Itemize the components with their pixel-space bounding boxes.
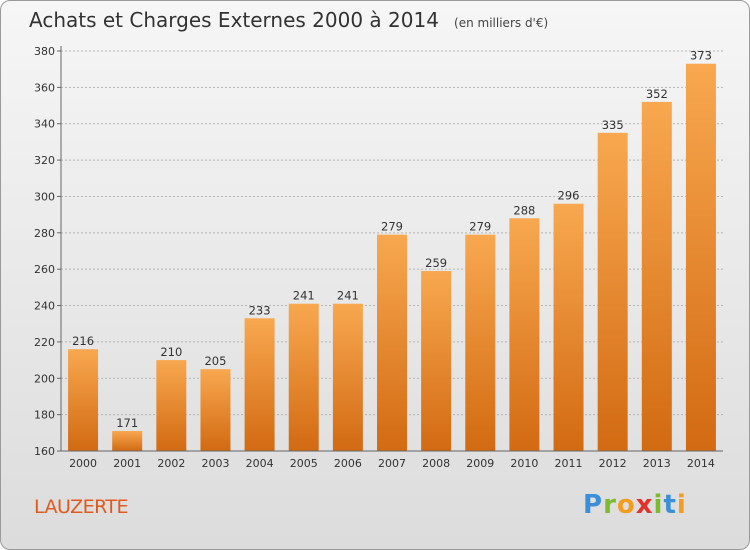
chart-title-text: Achats et Charges Externes 2000 à 2014 [29, 8, 439, 32]
value-label: 205 [204, 354, 226, 368]
logo-letter: i [653, 490, 664, 520]
x-tick-label: 2011 [555, 457, 583, 470]
value-label: 279 [381, 220, 403, 234]
value-label: 279 [469, 220, 491, 234]
y-tick-label: 180 [34, 409, 55, 422]
y-tick-labels: 160 180 200 220 240 260 280 300 320 340 360 380 [34, 45, 55, 458]
x-tick-label: 2004 [246, 457, 274, 470]
bar-2005 [288, 303, 319, 451]
value-label: 373 [690, 49, 712, 63]
x-tick-label: 2013 [643, 457, 671, 470]
value-label: 216 [72, 334, 94, 348]
bars [68, 63, 716, 452]
value-label: 352 [646, 87, 668, 101]
bar-2000 [68, 349, 99, 451]
x-tick-label: 2009 [466, 457, 494, 470]
bar-2008 [421, 271, 452, 451]
y-tick-label: 360 [34, 81, 55, 94]
logo-letter: r [603, 490, 617, 520]
bar-2006 [332, 303, 363, 451]
y-tick-label: 340 [34, 118, 55, 131]
value-label: 259 [425, 256, 447, 270]
axes [60, 46, 723, 452]
x-tick-labels: 2000 2001 2002 2003 2004 2005 2006 2007 2008 2009… [69, 457, 715, 470]
x-tick-label: 2005 [290, 457, 318, 470]
value-label: 296 [558, 189, 580, 203]
bar-2009 [465, 234, 496, 451]
chart-title: Achats et Charges Externes 2000 à 2014 (… [29, 8, 548, 32]
logo-letter: o [616, 490, 636, 520]
x-tick-label: 2003 [201, 457, 229, 470]
proxiti-logo: Proxiti [583, 490, 687, 520]
chart-unit: (en milliers d'€) [454, 16, 549, 30]
value-label: 171 [116, 416, 138, 430]
logo-letter: P [583, 490, 604, 520]
logo-letter: x [635, 490, 654, 520]
logo-letter: t [663, 490, 677, 520]
x-tick-label: 2010 [510, 457, 538, 470]
bar-2003 [200, 369, 231, 451]
value-label: 241 [337, 289, 359, 303]
y-tick-label: 380 [34, 45, 55, 58]
gridlines [57, 50, 723, 452]
bar-2002 [156, 360, 187, 451]
bar-2001 [112, 431, 143, 451]
bar-2012 [597, 132, 628, 451]
x-tick-label: 2007 [378, 457, 406, 470]
logo-letter: i [676, 490, 687, 520]
y-tick-label: 200 [34, 372, 55, 385]
y-tick-label: 280 [34, 227, 55, 240]
value-label: 241 [293, 289, 315, 303]
x-tick-label: 2008 [422, 457, 450, 470]
x-tick-label: 2012 [599, 457, 627, 470]
bar-2004 [244, 318, 275, 451]
x-tick-label: 2002 [157, 457, 185, 470]
value-labels: 216 171 210 205 233 241 241 279 259 279 288 296 335 3… [72, 49, 712, 430]
value-label: 288 [513, 203, 535, 217]
x-tick-label: 2014 [687, 457, 715, 470]
value-label: 210 [160, 345, 182, 359]
value-label: 335 [602, 118, 624, 132]
bar-2013 [641, 101, 672, 451]
commune-name: LAUZERTE [34, 496, 129, 518]
x-tick-label: 2001 [113, 457, 141, 470]
y-tick-label: 260 [34, 263, 55, 276]
y-tick-label: 320 [34, 154, 55, 167]
y-tick-label: 160 [34, 445, 55, 458]
bar-2010 [509, 218, 540, 451]
x-tick-label: 2006 [334, 457, 362, 470]
value-label: 233 [249, 303, 271, 317]
bar-2014 [685, 63, 716, 452]
x-tick-label: 2000 [69, 457, 97, 470]
bar-2011 [553, 203, 584, 451]
bar-2007 [377, 234, 407, 451]
y-tick-label: 220 [34, 336, 55, 349]
y-tick-label: 240 [34, 300, 55, 313]
y-tick-label: 300 [34, 190, 55, 203]
